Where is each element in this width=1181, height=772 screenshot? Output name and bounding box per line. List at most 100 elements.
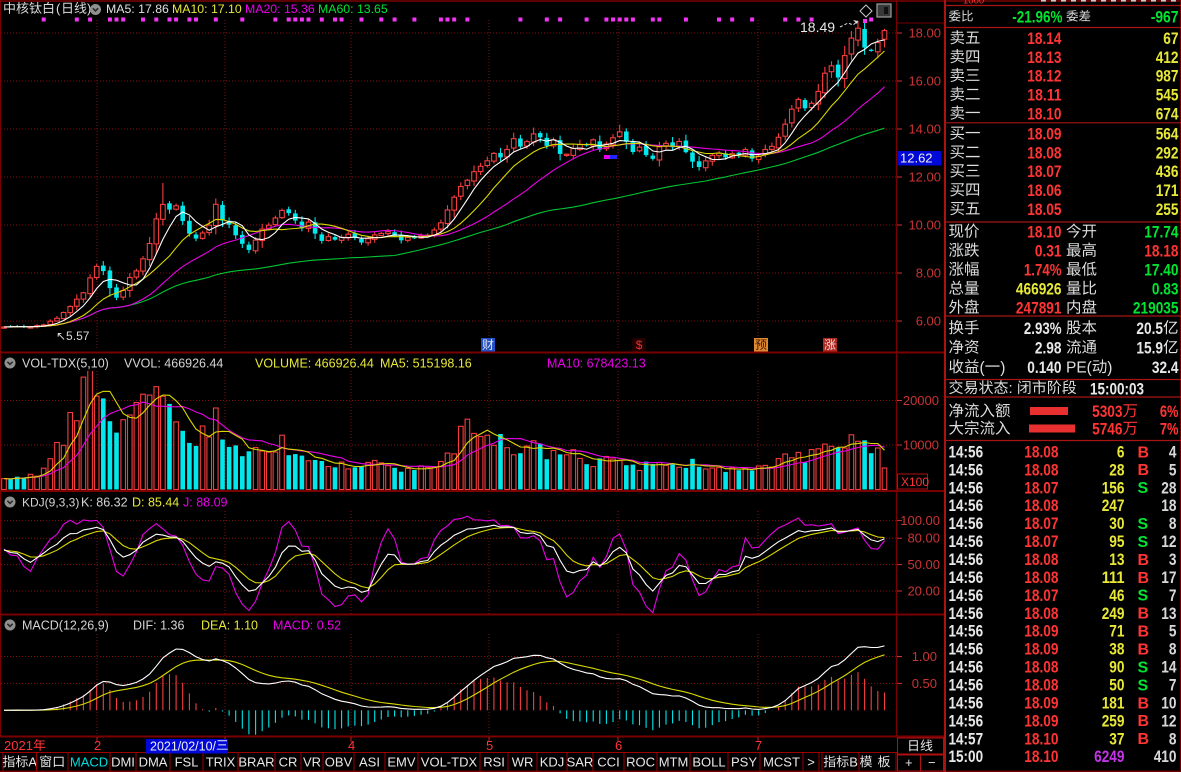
svg-text:5: 5 <box>486 738 493 753</box>
svg-text:): ) <box>1000 359 1005 376</box>
svg-text:B: B <box>849 755 858 770</box>
svg-text:28: 28 <box>1109 461 1124 479</box>
svg-text:20.00: 20.00 <box>907 584 940 599</box>
svg-text:BRAR: BRAR <box>238 755 274 770</box>
svg-text:14:56: 14:56 <box>949 677 984 695</box>
svg-text:-21.96%: -21.96% <box>1012 8 1062 26</box>
svg-text:10000: 10000 <box>903 438 939 453</box>
svg-text:PSY: PSY <box>731 755 757 770</box>
svg-text:412: 412 <box>1156 49 1179 67</box>
svg-text:OBV: OBV <box>325 755 353 770</box>
svg-text:S: S <box>1138 534 1149 551</box>
svg-text:14:56: 14:56 <box>949 623 984 641</box>
svg-text:VOL-TDX: VOL-TDX <box>421 755 478 770</box>
svg-text:2021/02/10/: 2021/02/10/ <box>150 740 217 754</box>
svg-text:MA5: 515198.16: MA5: 515198.16 <box>380 357 472 371</box>
svg-text:ROC: ROC <box>626 755 655 770</box>
svg-text:436: 436 <box>1156 163 1179 181</box>
svg-text:MA20: 15.36: MA20: 15.36 <box>245 2 315 16</box>
svg-text:13: 13 <box>1109 551 1124 569</box>
svg-text:111: 111 <box>1102 569 1125 587</box>
svg-text:5746: 5746 <box>1092 420 1122 438</box>
svg-text:15:00: 15:00 <box>949 748 984 766</box>
svg-text:18.07: 18.07 <box>1027 163 1061 181</box>
svg-text:MACD: 0.52: MACD: 0.52 <box>273 619 341 633</box>
svg-text:18.49: 18.49 <box>800 19 835 35</box>
svg-text:181: 181 <box>1102 695 1125 713</box>
svg-text:6.00: 6.00 <box>916 314 941 329</box>
svg-text:B: B <box>1138 731 1150 748</box>
svg-text:6: 6 <box>615 738 622 753</box>
svg-text:-967: -967 <box>1151 8 1179 26</box>
svg-text:18.07: 18.07 <box>1024 515 1058 533</box>
svg-text:MACD(12,26,9): MACD(12,26,9) <box>22 619 109 633</box>
svg-text:8: 8 <box>1169 641 1177 659</box>
svg-text:28: 28 <box>1161 479 1176 497</box>
svg-text:1000: 1000 <box>963 0 984 7</box>
svg-text:$: $ <box>636 338 643 352</box>
svg-text:32.4: 32.4 <box>1152 359 1179 377</box>
svg-text:249: 249 <box>1102 605 1125 623</box>
svg-text:46: 46 <box>1109 587 1124 605</box>
svg-text:14:56: 14:56 <box>949 533 984 551</box>
svg-text:MA60: 13.65: MA60: 13.65 <box>318 2 388 16</box>
svg-text:5: 5 <box>1169 623 1177 641</box>
svg-text:KDJ(9,3,3): KDJ(9,3,3) <box>22 496 79 510</box>
svg-text:410: 410 <box>1154 748 1177 766</box>
svg-text:259: 259 <box>1102 712 1125 730</box>
svg-text:18.08: 18.08 <box>1024 569 1058 587</box>
svg-text:18.09: 18.09 <box>1024 695 1058 713</box>
svg-text:MTM: MTM <box>659 755 689 770</box>
svg-text:8.00: 8.00 <box>916 266 941 281</box>
svg-text:219035: 219035 <box>1133 299 1179 317</box>
svg-text:B: B <box>1138 552 1150 569</box>
svg-text:18.08: 18.08 <box>1024 605 1058 623</box>
svg-text:0.83: 0.83 <box>1152 280 1179 298</box>
svg-text:0.50: 0.50 <box>912 676 937 691</box>
svg-text:14:56: 14:56 <box>949 461 984 479</box>
svg-text:18.10: 18.10 <box>1027 105 1061 123</box>
svg-text:14:56: 14:56 <box>949 587 984 605</box>
svg-text:20.5: 20.5 <box>1136 320 1163 338</box>
svg-text:CCI: CCI <box>597 755 619 770</box>
svg-text:): ) <box>87 1 91 16</box>
svg-text:18.10: 18.10 <box>1024 730 1058 748</box>
svg-text:247: 247 <box>1102 497 1125 515</box>
svg-text:BOLL: BOLL <box>692 755 725 770</box>
svg-text:95: 95 <box>1109 533 1124 551</box>
svg-text:6249: 6249 <box>1094 748 1124 766</box>
svg-text:14:57: 14:57 <box>949 730 984 748</box>
svg-text:14:56: 14:56 <box>949 605 984 623</box>
svg-text:10: 10 <box>1161 695 1176 713</box>
svg-text:S: S <box>1138 677 1149 694</box>
svg-text:2: 2 <box>94 738 101 753</box>
svg-text:ASI: ASI <box>359 755 380 770</box>
svg-text:EMV: EMV <box>387 755 416 770</box>
svg-text:7: 7 <box>1169 587 1177 605</box>
svg-text:CR: CR <box>279 755 298 770</box>
svg-text:80.00: 80.00 <box>907 531 940 546</box>
svg-text:14: 14 <box>1161 659 1177 677</box>
svg-text:↖5.57: ↖5.57 <box>56 329 90 343</box>
svg-text:18.06: 18.06 <box>1027 182 1061 200</box>
svg-text:>: > <box>807 755 815 770</box>
svg-text:B: B <box>1138 624 1150 641</box>
svg-text:6%: 6% <box>1160 403 1179 421</box>
svg-text:B: B <box>1138 606 1150 623</box>
svg-text:18.09: 18.09 <box>1024 641 1058 659</box>
svg-text:B: B <box>1138 642 1150 659</box>
svg-text:247891: 247891 <box>1016 299 1062 317</box>
svg-text:13: 13 <box>1161 605 1176 623</box>
svg-text:12.00: 12.00 <box>908 170 941 185</box>
svg-text:18.09: 18.09 <box>1027 125 1061 143</box>
svg-text:B: B <box>1138 570 1150 587</box>
svg-text:4: 4 <box>348 738 355 753</box>
svg-text:100.00: 100.00 <box>900 513 940 528</box>
svg-text:15:00:03: 15:00:03 <box>1090 380 1144 398</box>
svg-text:987: 987 <box>1156 68 1179 86</box>
svg-text:RSI: RSI <box>483 755 505 770</box>
svg-text:15.9: 15.9 <box>1136 339 1163 357</box>
svg-text:D: 85.44: D: 85.44 <box>132 496 179 510</box>
svg-text:VVOL: 466926.44: VVOL: 466926.44 <box>124 357 223 371</box>
svg-text:MACD: MACD <box>70 755 108 770</box>
